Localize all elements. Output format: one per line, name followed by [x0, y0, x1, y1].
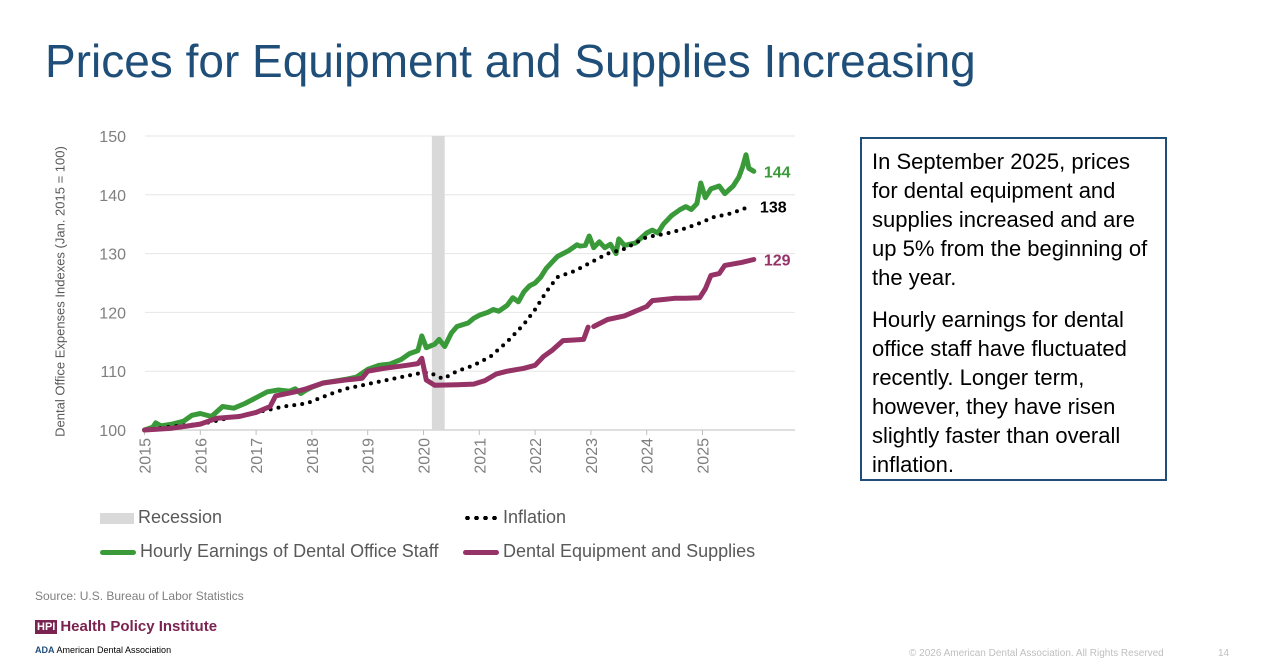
- x-tick-label: 2018: [305, 438, 322, 474]
- legend-recession-label: Recession: [138, 507, 223, 527]
- legend-hourly-label: Hourly Earnings of Dental Office Staff: [140, 541, 439, 561]
- axes: 100 110 120 130 140 150 2015 2016 2017 2018 2019 20…: [99, 129, 712, 474]
- hpi-logo-mark: HPI: [35, 620, 58, 635]
- series-lines: [142, 152, 757, 433]
- y-tick-label: 120: [99, 305, 126, 322]
- x-tick-label: 2024: [640, 438, 657, 474]
- page-number: 14: [1218, 648, 1230, 659]
- ada-logo: ADA American Dental Association: [35, 645, 171, 655]
- x-tick-label: 2019: [361, 438, 378, 474]
- hpi-logo: HPI Health Policy Institute: [35, 618, 217, 635]
- end-label-inflation: 138: [760, 200, 787, 217]
- summary-paragraph-1: In September 2025, prices for dental equ…: [872, 149, 1148, 290]
- copyright-notice: © 2026 American Dental Association. All …: [909, 648, 1164, 659]
- gridlines: [145, 135, 795, 431]
- legend-recession-swatch: [100, 512, 134, 524]
- x-tick-label: 2021: [472, 438, 489, 474]
- legend-inflation-label: Inflation: [503, 507, 567, 527]
- slide-title: Prices for Equipment and Supplies Increa…: [45, 35, 976, 87]
- y-tick-label: 140: [99, 188, 126, 205]
- recession-bar: [431, 136, 445, 430]
- x-tick-label: 2015: [138, 438, 155, 474]
- series-line-equipment: [142, 257, 757, 433]
- end-labels: 144 138 129: [760, 164, 791, 269]
- legend-recession: Recession: [100, 507, 222, 528]
- legend-equipment-label: Dental Equipment and Supplies: [503, 541, 756, 561]
- x-tick-label: 2020: [417, 438, 434, 474]
- legend-inflation-swatch: [463, 516, 499, 521]
- series-line-inflation: [142, 204, 752, 432]
- summary-textbox: In September 2025, prices for dental equ…: [860, 137, 1167, 481]
- legend-inflation: Inflation: [463, 507, 566, 528]
- y-axis-label: Dental Office Expenses Indexes (Jan. 201…: [52, 146, 68, 437]
- y-tick-label: 130: [99, 247, 126, 264]
- y-tick-label: 150: [99, 129, 126, 146]
- legend-equipment-swatch: [463, 549, 499, 555]
- x-tick-label: 2025: [696, 438, 713, 474]
- ada-logo-mark: ADA: [35, 645, 55, 655]
- ada-logo-text: American Dental Association: [56, 645, 172, 655]
- legend-equipment: Dental Equipment and Supplies: [463, 541, 755, 562]
- hpi-logo-text: Health Policy Institute: [60, 618, 218, 635]
- legend-hourly-swatch: [100, 549, 136, 555]
- summary-paragraph-2: Hourly earnings for dental office staff …: [872, 307, 1127, 477]
- end-label-equipment: 129: [764, 252, 791, 269]
- x-tick-label: 2017: [249, 438, 266, 474]
- x-tick-label: 2022: [528, 438, 545, 474]
- legend-hourly: Hourly Earnings of Dental Office Staff: [100, 541, 439, 562]
- y-tick-label: 100: [99, 423, 126, 440]
- series-line-hourly: [142, 152, 757, 433]
- x-tick-label: 2023: [584, 438, 601, 474]
- end-label-hourly: 144: [764, 164, 791, 181]
- source-note: Source: U.S. Bureau of Labor Statistics: [35, 589, 244, 603]
- recession-band: [431, 136, 445, 430]
- x-tick-label: 2016: [193, 438, 210, 474]
- y-tick-label: 110: [100, 364, 126, 381]
